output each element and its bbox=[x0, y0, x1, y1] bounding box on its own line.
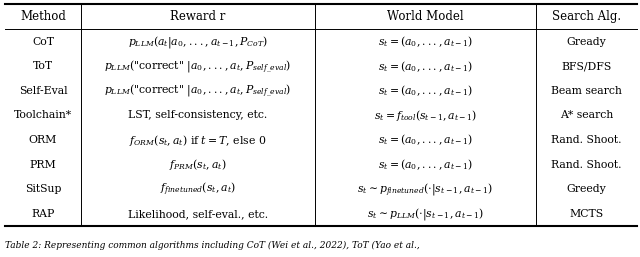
Text: $f_{finetuned}(s_t, a_t)$: $f_{finetuned}(s_t, a_t)$ bbox=[160, 181, 236, 198]
Text: World Model: World Model bbox=[387, 10, 463, 23]
Text: $p_{LLM}($"correct" $| a_0,...,a_t, P_{self\_eval})$: $p_{LLM}($"correct" $| a_0,...,a_t, P_{s… bbox=[104, 82, 291, 99]
Text: Self-Eval: Self-Eval bbox=[19, 86, 67, 96]
Text: CoT: CoT bbox=[32, 37, 54, 47]
Text: $p_{LLM}($"correct" $| a_0,...,a_t, P_{self\_eval})$: $p_{LLM}($"correct" $| a_0,...,a_t, P_{s… bbox=[104, 58, 291, 75]
Text: Rand. Shoot.: Rand. Shoot. bbox=[551, 160, 621, 170]
Text: $s_t = (a_0,...,a_{t-1})$: $s_t = (a_0,...,a_{t-1})$ bbox=[378, 59, 473, 74]
Text: $s_t = (a_0,...,a_{t-1})$: $s_t = (a_0,...,a_{t-1})$ bbox=[378, 34, 473, 49]
Text: $p_{LLM}(a_t|a_0,...,a_{t-1},P_{CoT})$: $p_{LLM}(a_t|a_0,...,a_{t-1},P_{CoT})$ bbox=[128, 34, 268, 50]
Text: $s_t = (a_0,...,a_{t-1})$: $s_t = (a_0,...,a_{t-1})$ bbox=[378, 84, 473, 98]
Text: $s_t = f_{tool}(s_{t-1}, a_{t-1})$: $s_t = f_{tool}(s_{t-1}, a_{t-1})$ bbox=[374, 108, 477, 123]
Text: ToT: ToT bbox=[33, 61, 53, 71]
Text: Likelihood, self-eval., etc.: Likelihood, self-eval., etc. bbox=[128, 209, 268, 219]
Text: $s_t \sim p_{LLM}(\cdot | s_{t-1}, a_{t-1})$: $s_t \sim p_{LLM}(\cdot | s_{t-1}, a_{t-… bbox=[367, 206, 484, 222]
Text: Greedy: Greedy bbox=[566, 184, 606, 194]
Text: $s_t = (a_0,...,a_{t-1})$: $s_t = (a_0,...,a_{t-1})$ bbox=[378, 133, 473, 147]
Text: Table 2: Representing common algorithms including CoT (Wei et al., 2022), ToT (Y: Table 2: Representing common algorithms … bbox=[5, 241, 420, 250]
Text: Method: Method bbox=[20, 10, 66, 23]
Text: Search Alg.: Search Alg. bbox=[552, 10, 621, 23]
Text: $s_t = (a_0,...,a_{t-1})$: $s_t = (a_0,...,a_{t-1})$ bbox=[378, 157, 473, 172]
Text: SitSup: SitSup bbox=[25, 184, 61, 194]
Text: A* search: A* search bbox=[559, 111, 613, 121]
Text: MCTS: MCTS bbox=[569, 209, 604, 219]
Text: Gready: Gready bbox=[566, 37, 606, 47]
Text: RAP: RAP bbox=[31, 209, 54, 219]
Text: $s_t \sim p_{finetuned}(\cdot | s_{t-1}, a_{t-1})$: $s_t \sim p_{finetuned}(\cdot | s_{t-1},… bbox=[357, 181, 493, 198]
Text: PRM: PRM bbox=[29, 160, 56, 170]
Text: ORM: ORM bbox=[29, 135, 57, 145]
Text: Toolchain*: Toolchain* bbox=[14, 111, 72, 121]
Text: Beam search: Beam search bbox=[551, 86, 621, 96]
Text: Rand. Shoot.: Rand. Shoot. bbox=[551, 135, 621, 145]
Text: $f_{PRM}(s_t, a_t)$: $f_{PRM}(s_t, a_t)$ bbox=[169, 157, 227, 172]
Text: $f_{ORM}(s_t, a_t)$ if $t = T$, else 0: $f_{ORM}(s_t, a_t)$ if $t = T$, else 0 bbox=[129, 133, 266, 148]
Text: LST, self-consistency, etc.: LST, self-consistency, etc. bbox=[128, 111, 268, 121]
Text: BFS/DFS: BFS/DFS bbox=[561, 61, 611, 71]
Text: Reward r: Reward r bbox=[170, 10, 225, 23]
